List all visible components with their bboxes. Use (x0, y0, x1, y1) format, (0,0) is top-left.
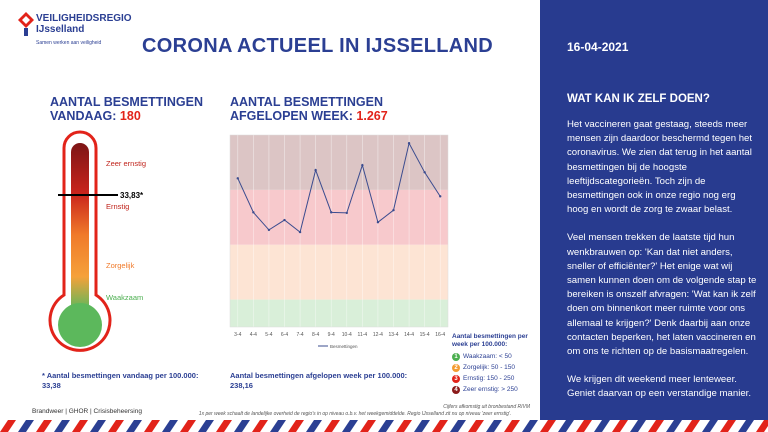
zone-label: Zeer ernstig: > 250 (463, 386, 518, 393)
line-series (237, 141, 441, 233)
date: 16-04-2021 (567, 40, 629, 54)
side-panel: 16-04-2021 WAT KAN IK ZELF DOEN? Het vac… (540, 0, 768, 420)
zone-legend-item: 4 Zeer ernstig: > 250 (452, 384, 537, 395)
point (376, 221, 380, 224)
level-label: Zorgelijk (106, 261, 135, 270)
point (407, 142, 411, 145)
zone-legend-item: 1 Waakzaam: < 50 (452, 351, 537, 362)
point (345, 211, 348, 215)
line-chart: 3-4 4-4 5-4 6-4 7-4 8-4 9-4 10-4 11-4 12-4 13-4 14-… (229, 134, 449, 349)
level-label: Ernstig (106, 202, 129, 211)
x-tick-label: 6-4 (281, 332, 288, 338)
x-tick-label: 12-4 (373, 332, 383, 338)
point (298, 230, 302, 234)
zone-band (230, 299, 448, 327)
today-heading-1: AANTAL BESMETTINGEN (50, 95, 204, 109)
paragraph: Het vaccineren gaat gestaag, steeds meer… (567, 119, 753, 216)
point (330, 211, 333, 214)
week-heading-1: AANTAL BESMETTINGEN (230, 95, 384, 109)
x-tick-label: 7-4 (296, 332, 303, 338)
week-note: Aantal besmettingen afgelopen week per 1… (230, 371, 408, 390)
thermometer: 33,83* Zeer ernstig Ernstig Zorgelijk Wa… (48, 130, 146, 352)
logo-icon (18, 12, 34, 36)
point (392, 208, 395, 212)
today-heading-2: VANDAAG: (50, 109, 117, 123)
x-tick-label: 9-4 (328, 332, 335, 338)
today-value: 180 (119, 109, 141, 123)
zone-number: 4 (452, 385, 460, 394)
x-tick-label: 3-4 (234, 332, 241, 338)
today-note: * Aantal besmettingen vandaag per 100.00… (42, 371, 199, 390)
zone-legend-item: 2 Zorgelijk: 50 - 150 (452, 362, 537, 373)
point (283, 218, 286, 222)
zone-legend-title: Aantal besmettingen per week per 100.000… (452, 333, 528, 348)
point (267, 228, 271, 232)
zone-number: 2 (452, 363, 460, 372)
plot-border (229, 134, 449, 328)
x-tick-label: 8-4 (312, 332, 319, 338)
legend-label: Besmettingen (330, 344, 358, 349)
week-value: 1.267 (356, 109, 388, 123)
logo-region: IJsselland (36, 24, 85, 35)
zone-number: 1 (452, 352, 460, 361)
point (252, 211, 255, 214)
zone-number: 3 (452, 374, 460, 383)
today-heading: AANTAL BESMETTINGEN VANDAAG: 180 (50, 95, 203, 123)
zone-band (230, 244, 448, 300)
x-tick-label: 15-4 (420, 332, 430, 338)
x-tick-label: 4-4 (250, 332, 257, 338)
x-tick-label: 11-4 (358, 332, 368, 338)
side-text: Het vaccineren gaat gestaag, steeds meer… (567, 118, 757, 416)
thermometer-bulb (58, 303, 102, 347)
week-heading: AANTAL BESMETTINGEN AFGELOPEN WEEK: 1.26… (230, 95, 388, 123)
point (423, 171, 426, 174)
x-tick-label: 14-4 (404, 332, 414, 338)
footer-left: Brandweer | GHOR | Crisisbeheersing (32, 408, 142, 415)
zone-legend: Aantal besmettingen per week per 100.000… (452, 333, 537, 395)
paragraph: We krijgen dit weekend meer lenteweer. G… (567, 374, 752, 400)
logo-tagline: Samen werken aan veiligheid (36, 40, 102, 46)
level-label: Waakzaam (106, 293, 143, 302)
thermometer-fill (71, 143, 89, 310)
x-tick-label: 16-4 (435, 332, 445, 338)
side-heading: WAT KAN IK ZELF DOEN? (567, 93, 710, 105)
zone-band (230, 135, 448, 190)
zone-label: Waakzaam: < 50 (463, 353, 512, 360)
week-heading-2: AFGELOPEN WEEK: (230, 109, 353, 123)
level-label: Zeer ernstig (106, 159, 146, 168)
zone-legend-item: 3 Ernstig: 150 - 250 (452, 373, 537, 384)
stripe (0, 420, 768, 432)
x-tick-label: 5-4 (265, 332, 272, 338)
zone-band (230, 189, 448, 245)
zone-label: Zorgelijk: 50 - 150 (463, 364, 516, 371)
x-tick-label: 10-4 (342, 332, 352, 338)
marker-label: 33,83* (120, 191, 144, 200)
footer-source: Cijfers afkomstig uit bronbestand RIVM (443, 404, 530, 410)
footer-note: 1x per week schaalt de landelijke overhe… (198, 411, 512, 417)
point (439, 195, 442, 198)
zone-label: Ernstig: 150 - 250 (463, 375, 515, 382)
x-tick-label: 13-4 (388, 332, 398, 338)
title: CORONA ACTUEEL IN IJSSELLAND (142, 35, 494, 57)
point (361, 163, 364, 167)
logo-name: VEILIGHEIDSREGIO (36, 13, 132, 24)
paragraph: Veel mensen trekken de laatste tijd hun … (567, 232, 757, 358)
point (236, 177, 239, 180)
point (314, 168, 317, 172)
